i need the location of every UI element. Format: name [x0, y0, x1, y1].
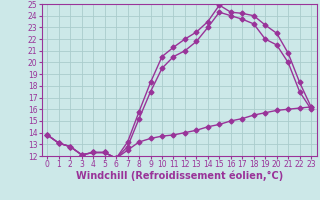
X-axis label: Windchill (Refroidissement éolien,°C): Windchill (Refroidissement éolien,°C) — [76, 171, 283, 181]
